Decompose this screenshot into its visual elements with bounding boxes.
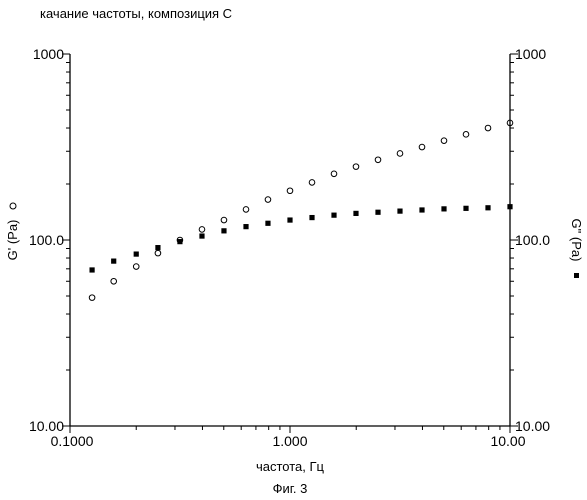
g-double-prime-point — [309, 215, 314, 220]
g-prime-point — [485, 125, 491, 131]
g-prime-point — [419, 144, 425, 150]
legend-filled-square-marker — [574, 273, 579, 278]
g-prime-point — [133, 264, 139, 270]
g-double-prime-point — [507, 204, 512, 209]
g-prime-point — [463, 132, 469, 138]
y-tick-label-right-100: 100.0 — [515, 232, 550, 248]
g-prime-point — [111, 278, 117, 284]
g-double-prime-point — [331, 213, 336, 218]
g-double-prime-point — [441, 206, 446, 211]
g-double-prime-point — [177, 239, 182, 244]
y-tick-label-left-10: 10.00 — [29, 418, 64, 434]
g-prime-point — [155, 250, 161, 256]
g-prime-point — [89, 295, 95, 301]
g-double-prime-point — [111, 259, 116, 264]
ticks — [62, 54, 518, 433]
g-double-prime-point — [199, 233, 204, 238]
g-prime-point — [331, 171, 337, 177]
figure-caption: Фиг. 3 — [273, 481, 308, 496]
g-double-prime-point — [353, 211, 358, 216]
g-prime-point — [375, 157, 381, 163]
g-double-prime-point — [134, 251, 139, 256]
y-axis-title-right-group: G" (Pa) — [569, 219, 584, 278]
g-double-prime-point — [221, 228, 226, 233]
x-tick-label-1: 1.000 — [272, 433, 307, 449]
g-double-prime-point — [397, 209, 402, 214]
g-double-prime-point — [485, 205, 490, 210]
y-tick-label-right-1000: 1000 — [515, 46, 546, 62]
g-double-prime-point — [155, 245, 160, 250]
g-prime-point — [265, 197, 271, 203]
data-marks — [89, 120, 513, 300]
y-tick-label-left-100: 100.0 — [29, 232, 64, 248]
g-double-prime-point — [287, 217, 292, 222]
g-prime-point — [199, 227, 205, 233]
g-double-prime-point — [375, 210, 380, 215]
g-double-prime-point — [89, 267, 94, 272]
y-tick-label-left-1000: 1000 — [33, 46, 64, 62]
y-axis-title-left-group: G' (Pa) — [5, 203, 20, 260]
g-prime-point — [397, 151, 403, 157]
y-tick-label-right-10: 10.00 — [515, 418, 550, 434]
x-tick-label-0.1: 0.1000 — [51, 433, 94, 449]
g-prime-point — [441, 138, 447, 144]
plot-frame — [70, 54, 510, 426]
g-prime-point — [221, 217, 227, 223]
legend-open-circle-marker — [10, 203, 16, 209]
g-double-prime-point — [243, 224, 248, 229]
g-double-prime-point — [419, 207, 424, 212]
g-double-prime-point — [463, 206, 468, 211]
g-prime-point — [243, 207, 249, 213]
g-prime-point — [287, 188, 293, 194]
g-prime-point — [353, 164, 359, 170]
y-axis-title-right: G" (Pa) — [569, 219, 584, 262]
chart-title: качание частоты, композиция С — [40, 6, 232, 21]
g-double-prime-point — [265, 221, 270, 226]
x-axis-title: частота, Гц — [256, 459, 325, 474]
x-tick-label-10: 10.00 — [490, 433, 525, 449]
y-axis-title-left: G' (Pa) — [5, 220, 20, 261]
g-prime-point — [309, 180, 315, 186]
